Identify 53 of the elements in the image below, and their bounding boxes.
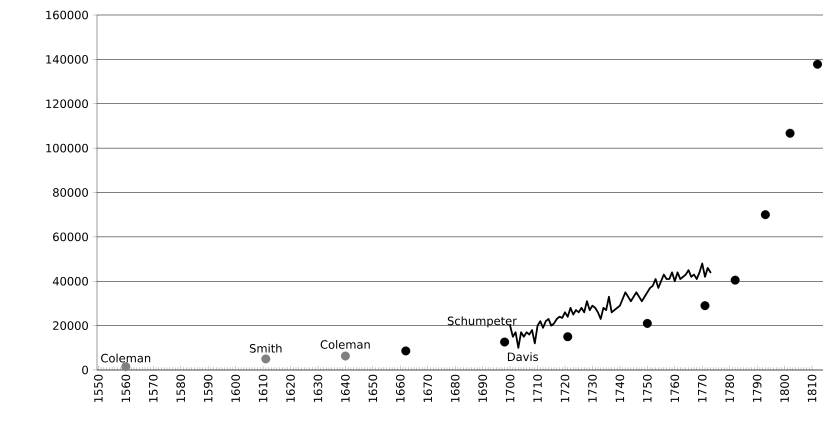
x-tick-label: 1730 <box>588 374 597 402</box>
x-tick-label: 1690 <box>478 374 487 402</box>
x-tick-label: 1700 <box>506 374 514 402</box>
y-tick-label: 120000 <box>46 99 88 108</box>
point <box>730 276 740 285</box>
x-tick-label: 1800 <box>780 374 789 402</box>
y-tick-label: 80000 <box>53 188 88 197</box>
x-tick-label: 1610 <box>258 374 268 402</box>
point <box>563 332 572 342</box>
point <box>500 338 510 347</box>
x-tick-label: 1630 <box>314 374 322 402</box>
point <box>401 346 410 356</box>
annotation: Schumpeter <box>448 316 517 328</box>
point <box>642 318 652 328</box>
annotation: Davis <box>508 352 538 362</box>
y-tick-label: 20000 <box>53 321 88 330</box>
point <box>786 128 795 138</box>
x-tick-label: 1660 <box>396 374 405 402</box>
point <box>760 210 770 220</box>
point <box>121 362 130 372</box>
y-tick-label: 40000 <box>52 276 88 286</box>
x-tick-label: 1650 <box>368 374 378 402</box>
x-tick-label: 1790 <box>752 374 762 402</box>
y-tick-label: 140000 <box>46 55 88 64</box>
x-tick-label: 1710 <box>533 374 542 402</box>
point <box>261 354 270 364</box>
x-tick-label: 1780 <box>725 374 734 402</box>
x-tick-label: 1740 <box>616 374 624 402</box>
x-tick-label: 1770 <box>698 374 707 402</box>
x-tick-label: 1560 <box>121 374 130 402</box>
x-tick-label: 1590 <box>204 374 212 402</box>
x-tick-label: 1680 <box>450 374 460 402</box>
point <box>700 301 710 310</box>
x-tick-label: 1620 <box>286 374 295 402</box>
x-tick-label: 1550 <box>94 374 103 402</box>
x-tick-label: 1750 <box>643 374 652 402</box>
y-tick-label: 0 <box>82 366 88 374</box>
y-tick-label: 60000 <box>53 232 88 242</box>
point <box>813 60 822 69</box>
point <box>340 352 350 361</box>
x-tick-label: 1600 <box>231 374 240 402</box>
x-tick-label: 1570 <box>148 374 158 402</box>
x-tick-label: 1720 <box>560 374 570 402</box>
annotation: Coleman <box>101 354 150 362</box>
x-tick-label: 1670 <box>423 374 432 402</box>
x-tick-label: 1580 <box>176 374 186 402</box>
x-tick-label: 1640 <box>341 374 350 402</box>
annotation: Smith <box>250 344 282 353</box>
annotation: Coleman <box>320 340 370 349</box>
x-tick-label: 1760 <box>670 374 680 402</box>
y-tick-label: 100000 <box>46 144 88 152</box>
y-tick-label: 160000 <box>46 10 88 20</box>
x-tick-label: 1810 <box>808 374 816 402</box>
